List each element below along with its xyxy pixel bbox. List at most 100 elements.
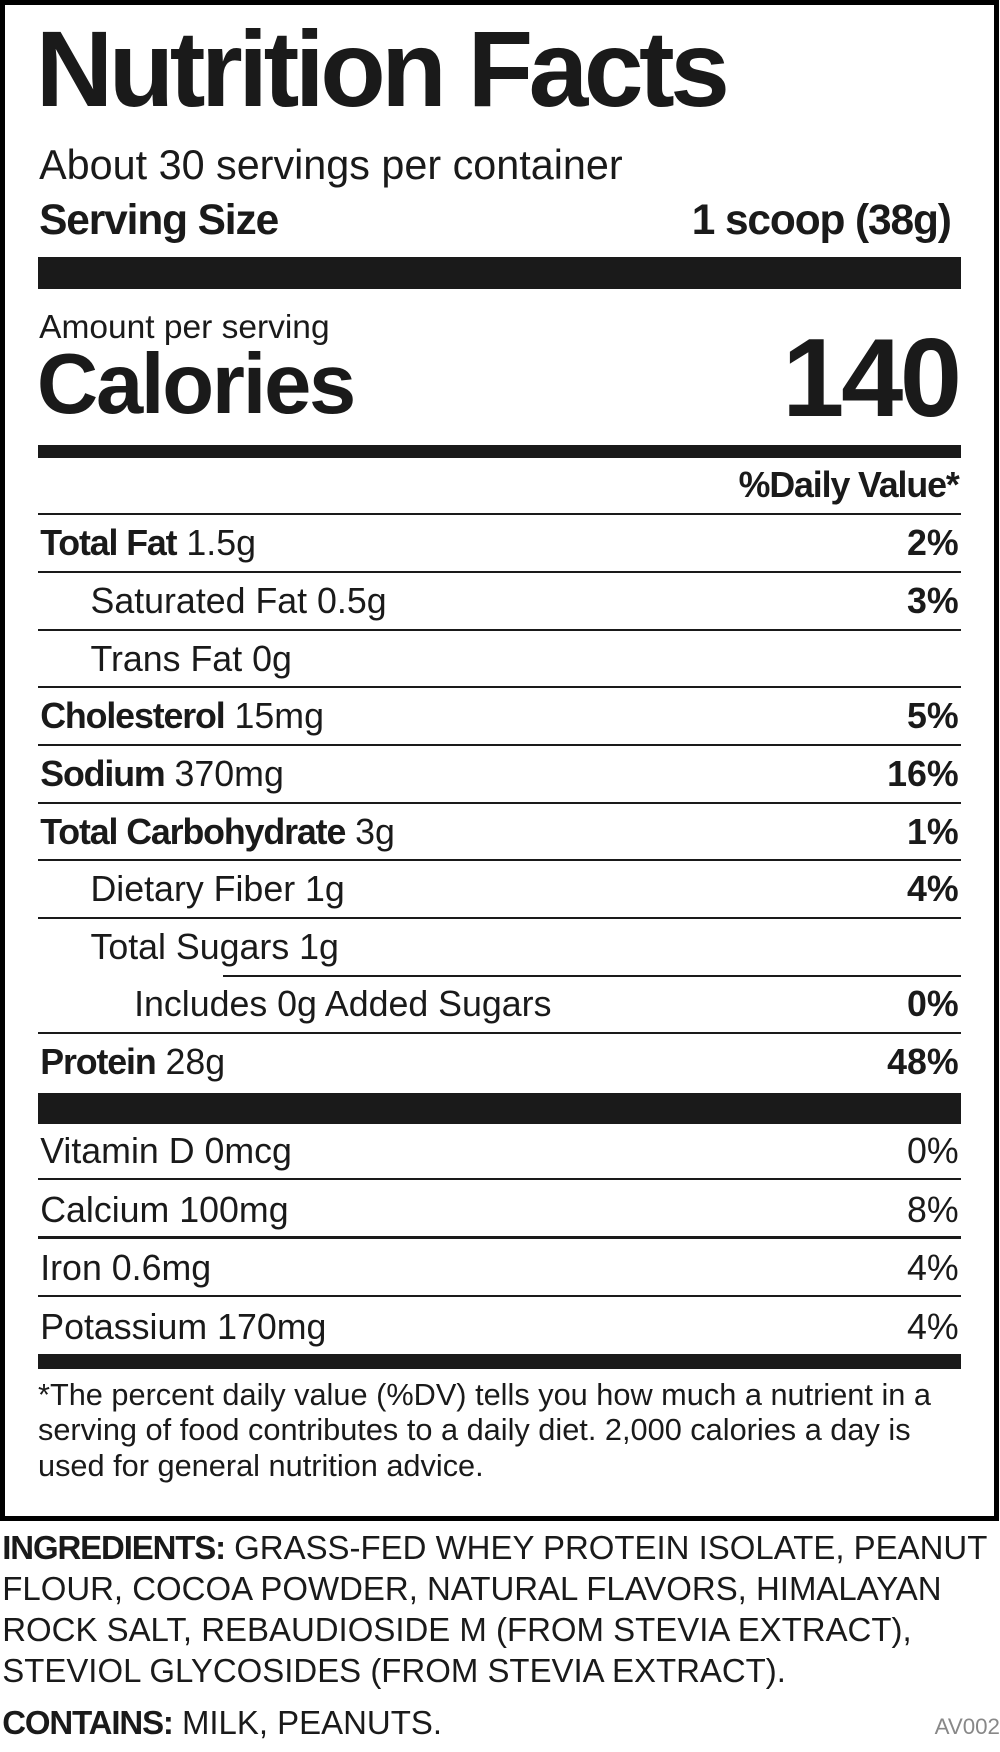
thick-divider [37,256,961,290]
ingredients-text: GRASS-FED WHEY PROTEIN ISOLATE, PEANUT F… [2,1529,987,1689]
nutrient-name: Trans Fat [90,638,243,679]
vitamin-amount: 0.6mg [111,1248,212,1289]
vitamin-label: Iron 0.6mg [40,1251,211,1287]
row-divider [37,1032,961,1035]
ingredients-label: INGREDIENTS: [2,1529,226,1567]
nutrient-label: Protein 28g [40,1042,226,1083]
nutrient-name: Cholesterol [40,696,225,737]
serving-size-value: 1 scoop (38g) [691,195,952,243]
contains-text: MILK, PEANUTS. [181,1704,442,1742]
calories-label: Calories [36,335,356,431]
nutrient-row: Dietary Fiber 1g 4% [38,860,961,917]
nutrient-row: Total Sugars 1g [38,918,961,975]
nutrient-label: Saturated Fat 0.5g [90,580,387,621]
nutrient-amount: 1.5g [186,523,256,564]
row-divider [37,801,961,804]
ingredients: INGREDIENTS: GRASS-FED WHEY PROTEIN ISOL… [2,1528,1000,1691]
nutrient-daily-value: 1% [906,811,959,852]
nutrient-amount: 1g [299,926,339,967]
nutrient-amount: 0g [252,638,292,679]
thick-divider [37,1092,961,1124]
nutrient-label: Dietary Fiber 1g [90,869,345,910]
nutrient-daily-value: 5% [906,696,959,737]
footnote: *The percent daily value (%DV) tells you… [37,1376,931,1484]
nutrient-label: Total Fat 1.5g [40,523,256,564]
vitamin-amount: 100mg [179,1189,289,1230]
nutrient-label: Sodium 370mg [40,753,284,794]
vitamin-daily-value: 0% [906,1131,959,1172]
nutrient-daily-value: 2% [906,523,959,564]
amount-per-serving: Amount per serving [39,308,330,346]
label-title: Nutrition Facts [35,8,730,129]
vitamin-amount: 0mcg [204,1131,292,1172]
nutrient-name: Dietary Fiber [90,869,296,910]
vitamin-daily-value: 4% [906,1248,959,1289]
nutrient-daily-value: 4% [906,869,959,910]
nutrient-name: Total Carbohydrate [40,811,346,852]
nutrient-row: Includes 0g Added Sugars 0% [38,975,961,1032]
vitamin-label: Potassium 170mg [40,1307,327,1348]
vitamin-row: Calcium 100mg 8% [38,1180,961,1237]
row-divider [37,686,961,689]
allergens: CONTAINS: MILK, PEANUTS. [2,1704,442,1742]
vitamin-row: Potassium 170mg 4% [38,1298,961,1355]
nutrient-amount: 28g [165,1042,226,1083]
nutrient-amount: 1g [305,869,345,910]
vitamin-label: Vitamin D 0mcg [40,1131,292,1172]
nutrient-label: Trans Fat 0g [90,638,292,679]
nutrient-amount: 3g [355,811,395,852]
nutrient-row: Saturated Fat 0.5g 3% [38,572,961,629]
product-code: AV002 [934,1714,1000,1740]
medium-divider [37,444,961,459]
vitamin-name: Vitamin D [40,1131,195,1172]
vitamin-name: Calcium [40,1189,170,1230]
nutrient-name: Sodium [40,753,165,794]
servings-per-container: About 30 servings per container [39,142,623,189]
nutrient-amount: 370mg [174,753,284,794]
vitamin-amount: 170mg [217,1307,327,1348]
vitamin-daily-value: 8% [906,1189,959,1230]
nutrient-daily-value: 3% [906,580,959,621]
row-divider [37,743,961,747]
nutrient-row: Total Carbohydrate 3g 1% [38,802,961,859]
calories-value: 140 [782,314,962,440]
row-divider [37,916,961,920]
nutrient-name: Total Sugars [90,926,290,967]
nutrient-label: Includes 0g Added Sugars [134,987,551,1023]
nutrient-label: Total Carbohydrate 3g [40,811,395,852]
nutrient-name: Includes 0g Added Sugars [134,984,552,1025]
nutrient-row: Cholesterol 15mg 5% [38,687,961,744]
vitamin-name: Iron [40,1248,102,1289]
nutrient-name: Total Fat [40,523,177,564]
row-divider [37,1236,961,1239]
nutrient-name: Saturated Fat [90,580,308,621]
nutrient-amount: 15mg [234,696,324,737]
vitamin-daily-value: 4% [906,1307,959,1348]
daily-value-header: %Daily Value* [738,465,960,506]
serving-size-label: Serving Size [39,195,279,243]
nutrient-row: Protein 28g 48% [38,1033,961,1090]
label-border [0,0,999,1521]
vitamin-row: Iron 0.6mg 4% [38,1239,961,1296]
nutrient-label: Cholesterol 15mg [40,696,324,737]
contains-label: CONTAINS: [2,1704,174,1742]
nutrient-label: Total Sugars 1g [90,926,339,967]
nutrient-daily-value: 48% [887,1042,959,1083]
nutrient-row: Total Fat 1.5g 2% [38,514,961,571]
row-divider [37,512,961,516]
row-divider [37,859,961,862]
vitamin-label: Calcium 100mg [40,1189,289,1230]
row-divider [37,1177,961,1180]
nutrient-name: Protein [40,1042,156,1083]
nutrient-row: Sodium 370mg 16% [38,745,961,802]
nutrient-daily-value: 16% [887,753,959,794]
nutrient-amount: 0.5g [317,580,387,621]
medium-divider [37,1354,961,1369]
vitamin-name: Potassium [40,1307,208,1348]
nutrient-row: Trans Fat 0g [38,629,961,686]
row-divider [37,628,961,631]
nutrient-daily-value: 0% [906,984,959,1025]
row-divider [223,974,961,977]
row-divider [37,1294,961,1298]
